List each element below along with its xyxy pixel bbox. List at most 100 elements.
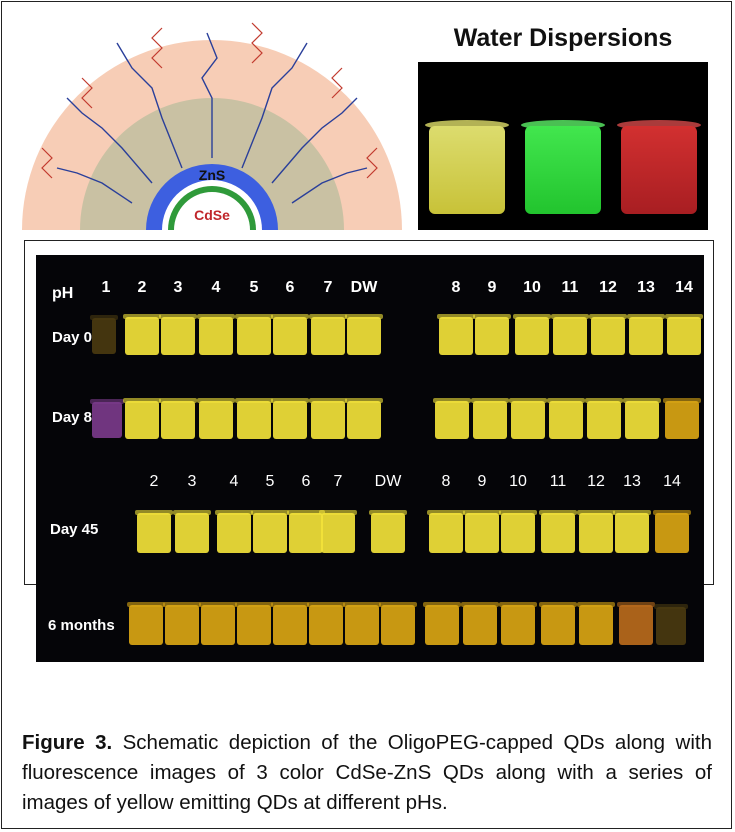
vial-day8 <box>123 398 161 439</box>
water-dispersions-photo <box>418 62 708 230</box>
row-label-day-8: Day 8 <box>52 409 93 426</box>
vial-6months <box>577 602 615 645</box>
caption-label: Figure 3. <box>22 731 113 754</box>
vial-day8 <box>159 398 197 439</box>
vial-day45 <box>135 510 173 553</box>
figure-caption: Figure 3. Schematic depiction of the Oli… <box>22 728 712 818</box>
vial-day0 <box>159 314 197 355</box>
vial-day8 <box>433 398 471 439</box>
vial-6months-ph14 <box>654 604 688 645</box>
mid-col-label: 13 <box>623 473 641 490</box>
mid-col-label: 5 <box>265 473 275 490</box>
vial-6months <box>423 602 461 645</box>
vial-day0 <box>437 314 475 355</box>
vial-day8 <box>663 398 701 439</box>
vial-6months <box>461 602 499 645</box>
top-col-label: 5 <box>249 279 259 296</box>
top-col-label: DW <box>350 279 378 296</box>
vial-day0 <box>551 314 589 355</box>
vial-day45 <box>463 510 501 553</box>
top-col-label: 13 <box>637 279 655 296</box>
vial-day8 <box>585 398 623 439</box>
top-col-label: 6 <box>285 279 295 296</box>
vial-day8 <box>345 398 383 439</box>
vial-day8 <box>197 398 235 439</box>
vial-6months <box>307 602 345 645</box>
vial-day45 <box>539 510 577 553</box>
vial-day45 <box>499 510 537 553</box>
caption-text: Schematic depiction of the OligoPEG-capp… <box>22 731 712 814</box>
vial-day8 <box>471 398 509 439</box>
vial-day45 <box>369 510 407 553</box>
mid-col-label: 14 <box>663 473 681 490</box>
vial-6months <box>499 602 537 645</box>
vial-day45 <box>173 510 211 553</box>
mid-col-label: 2 <box>149 473 159 490</box>
vial-6months <box>271 602 309 645</box>
peg-chains <box>41 22 378 179</box>
mid-col-label: 3 <box>187 473 197 490</box>
vial-day45 <box>653 510 691 553</box>
vial-day0 <box>235 314 273 355</box>
vial-day0 <box>589 314 627 355</box>
qd-schematic: ZnS CdSe <box>22 22 402 230</box>
row-label-day-0: Day 0 <box>52 329 93 346</box>
mid-col-label: 12 <box>587 473 605 490</box>
top-col-label: 1 <box>101 279 111 296</box>
vial-day8 <box>623 398 661 439</box>
vial-day45 <box>319 510 357 553</box>
ph-vials <box>90 314 703 645</box>
mid-col-label: DW <box>374 473 402 490</box>
vial-day8 <box>509 398 547 439</box>
vial-6months <box>199 602 237 645</box>
vial-day0 <box>665 314 703 355</box>
cdse-core <box>174 192 250 230</box>
row-label-day-45: Day 45 <box>50 521 99 538</box>
vial-6months <box>379 602 417 645</box>
ph-header: pH <box>52 285 74 302</box>
ph-series-photo: pH 1 2 3 4 5 6 7 DW 8 9 10 11 12 13 14 2 3 4 5 6 7 DW 8 9 10 11 1… <box>36 255 704 662</box>
mid-col-label: 7 <box>333 473 343 490</box>
vial-day0 <box>271 314 309 355</box>
vial-day0 <box>627 314 665 355</box>
top-col-label: 8 <box>451 279 461 296</box>
vial-day0 <box>345 314 383 355</box>
mid-col-label: 4 <box>229 473 239 490</box>
vial-day45 <box>287 510 325 553</box>
top-col-label: 7 <box>323 279 333 296</box>
mid-col-label: 11 <box>549 473 567 490</box>
vial-red <box>612 62 706 230</box>
vial-day45 <box>251 510 289 553</box>
vial-6months <box>235 602 273 645</box>
vial-day0 <box>197 314 235 355</box>
vial-day45 <box>215 510 253 553</box>
vial-day0 <box>309 314 347 355</box>
top-col-label: 14 <box>675 279 693 296</box>
water-dispersions-title: Water Dispersions <box>453 24 673 52</box>
vial-day0 <box>473 314 511 355</box>
vial-day45 <box>613 510 651 553</box>
vial-day45 <box>577 510 615 553</box>
cdse-label: CdSe <box>194 207 230 223</box>
vial-day0 <box>513 314 551 355</box>
vial-day45 <box>427 510 465 553</box>
top-col-label: 12 <box>599 279 617 296</box>
vial-6months <box>617 602 655 645</box>
top-col-label: 2 <box>137 279 147 296</box>
vial-6months <box>127 602 165 645</box>
vial-day8 <box>547 398 585 439</box>
mid-col-label: 9 <box>477 473 487 490</box>
vial-green <box>516 62 610 230</box>
vial-day0-ph1 <box>90 315 118 354</box>
vial-day8-ph1 <box>90 399 124 438</box>
vial-yellow <box>420 62 514 230</box>
vial-6months <box>539 602 577 645</box>
mid-col-label: 10 <box>509 473 527 490</box>
vial-6months <box>343 602 381 645</box>
top-col-label: 4 <box>211 279 221 296</box>
mid-col-label: 6 <box>301 473 311 490</box>
vial-day0 <box>123 314 161 355</box>
vial-day8 <box>235 398 273 439</box>
mid-col-label: 8 <box>441 473 451 490</box>
